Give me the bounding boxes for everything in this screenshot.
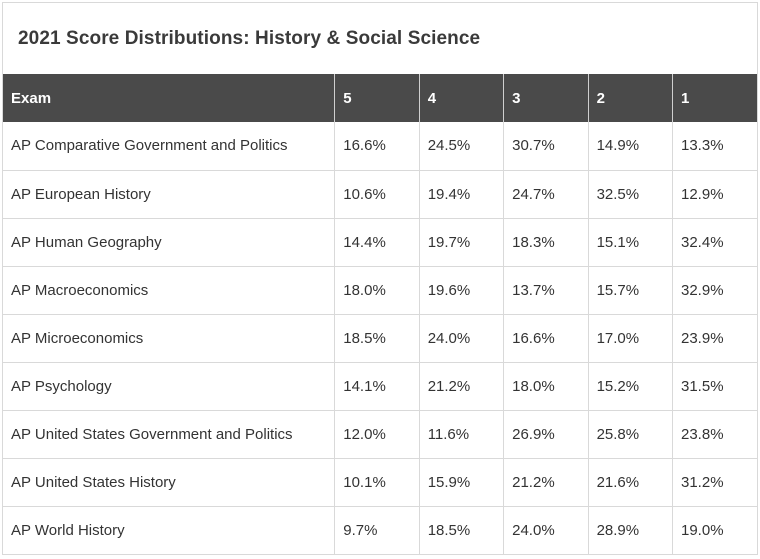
exam-cell: AP European History	[3, 170, 336, 219]
exam-cell: AP Human Geography	[3, 218, 336, 267]
score-3-cell: 21.2%	[503, 458, 589, 507]
score-2-cell: 15.7%	[588, 266, 674, 315]
column-header-score-1: 1	[672, 74, 757, 122]
column-header-score-2: 2	[588, 74, 674, 122]
score-5-cell: 18.5%	[334, 314, 420, 363]
score-5-cell: 9.7%	[334, 506, 420, 554]
header-row: Exam 5 4 3 2 1	[3, 74, 757, 122]
table-row: AP Psychology 14.1% 21.2% 18.0% 15.2% 31.5%	[3, 362, 757, 411]
column-header-exam: Exam	[3, 74, 336, 122]
score-3-cell: 24.0%	[503, 506, 589, 554]
score-3-cell: 26.9%	[503, 410, 589, 459]
score-2-cell: 15.1%	[588, 218, 674, 267]
score-5-cell: 12.0%	[334, 410, 420, 459]
score-5-cell: 14.1%	[334, 362, 420, 411]
score-4-cell: 19.4%	[419, 170, 505, 219]
score-2-cell: 14.9%	[588, 122, 674, 171]
score-4-cell: 19.7%	[419, 218, 505, 267]
table-row: AP European History 10.6% 19.4% 24.7% 32.5% 1…	[3, 170, 757, 219]
score-1-cell: 32.9%	[672, 266, 757, 315]
score-3-cell: 13.7%	[503, 266, 589, 315]
exam-cell: AP Psychology	[3, 362, 336, 411]
exam-cell: AP World History	[3, 506, 336, 554]
table-header: Exam 5 4 3 2 1	[3, 74, 757, 122]
score-5-cell: 18.0%	[334, 266, 420, 315]
table-row: AP Microeconomics 18.5% 24.0% 16.6% 17.0% 23.…	[3, 314, 757, 363]
score-1-cell: 23.8%	[672, 410, 757, 459]
score-1-cell: 31.2%	[672, 458, 757, 507]
score-2-cell: 15.2%	[588, 362, 674, 411]
column-header-score-3: 3	[503, 74, 589, 122]
score-4-cell: 24.0%	[419, 314, 505, 363]
table-row: AP Human Geography 14.4% 19.7% 18.3% 15.1% 32…	[3, 218, 757, 267]
table-row: AP United States History 10.1% 15.9% 21.2% 2…	[3, 458, 757, 507]
column-header-score-5: 5	[334, 74, 420, 122]
score-5-cell: 10.1%	[334, 458, 420, 507]
score-2-cell: 28.9%	[588, 506, 674, 554]
score-3-cell: 16.6%	[503, 314, 589, 363]
score-3-cell: 24.7%	[503, 170, 589, 219]
score-4-cell: 15.9%	[419, 458, 505, 507]
score-5-cell: 16.6%	[334, 122, 420, 171]
exam-cell: AP Comparative Government and Politics	[3, 122, 336, 171]
score-3-cell: 18.3%	[503, 218, 589, 267]
table-row: AP Comparative Government and Politics 16…	[3, 122, 757, 171]
score-4-cell: 18.5%	[419, 506, 505, 554]
exam-cell: AP Macroeconomics	[3, 266, 336, 315]
score-3-cell: 18.0%	[503, 362, 589, 411]
score-1-cell: 23.9%	[672, 314, 757, 363]
score-5-cell: 14.4%	[334, 218, 420, 267]
exam-cell: AP Microeconomics	[3, 314, 336, 363]
score-4-cell: 24.5%	[419, 122, 505, 171]
score-1-cell: 31.5%	[672, 362, 757, 411]
exam-cell: AP United States History	[3, 458, 336, 507]
table-title: 2021 Score Distributions: History & Soci…	[18, 28, 481, 49]
column-header-score-4: 4	[419, 74, 505, 122]
score-2-cell: 32.5%	[588, 170, 674, 219]
score-2-cell: 21.6%	[588, 458, 674, 507]
exam-cell: AP United States Government and Politics	[3, 410, 336, 459]
score-5-cell: 10.6%	[334, 170, 420, 219]
score-2-cell: 17.0%	[588, 314, 674, 363]
score-4-cell: 21.2%	[419, 362, 505, 411]
score-table: Exam 5 4 3 2 1 AP Comparative Government…	[3, 74, 757, 554]
score-4-cell: 11.6%	[419, 410, 505, 459]
score-1-cell: 19.0%	[681, 521, 724, 539]
table-row: AP United States Government and Politics…	[3, 410, 757, 459]
table-row: AP Macroeconomics 18.0% 19.6% 13.7% 15.7% 32.…	[3, 266, 757, 315]
score-3-cell: 30.7%	[503, 122, 589, 171]
score-1-cell: 12.9%	[672, 170, 757, 219]
score-1-cell: 32.4%	[672, 218, 757, 267]
score-1-cell: 13.3%	[672, 122, 757, 171]
score-4-cell: 19.6%	[419, 266, 505, 315]
table-row: AP World History 9.7% 18.5% 24.0% 28.9% 19.0%	[3, 506, 757, 554]
score-2-cell: 25.8%	[588, 410, 674, 459]
table-body: AP Comparative Government and Politics 16…	[3, 122, 757, 554]
